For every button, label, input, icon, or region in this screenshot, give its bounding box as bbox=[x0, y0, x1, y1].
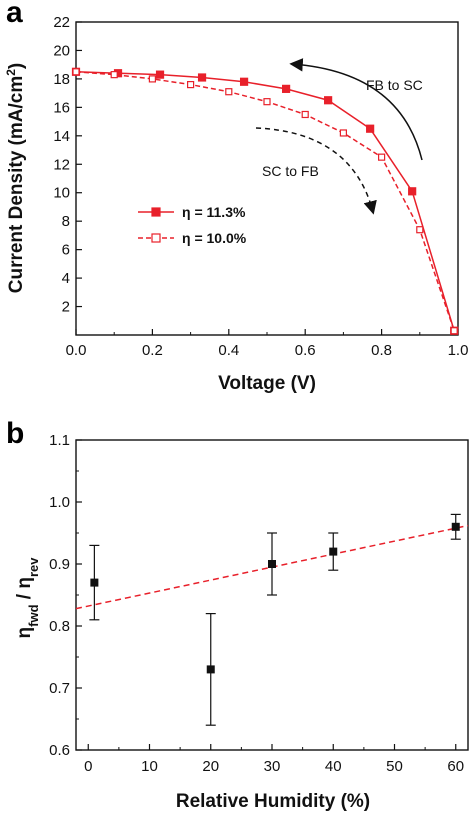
x-tick-label: 50 bbox=[386, 758, 403, 775]
x-tick-label: 40 bbox=[325, 758, 342, 775]
series-1-point bbox=[324, 96, 333, 105]
series-2-point bbox=[301, 110, 309, 119]
series-2-point bbox=[187, 80, 195, 89]
series-line-1 bbox=[75, 71, 455, 331]
y-tick-label: 0.6 bbox=[49, 742, 70, 759]
legend-marker-1 bbox=[151, 207, 161, 217]
legend-label-2: η = 10.0% bbox=[182, 230, 247, 246]
x-tick-label: 0.2 bbox=[142, 342, 163, 359]
y-tick-label: 8 bbox=[62, 213, 70, 230]
x-tick-label: 0 bbox=[84, 758, 92, 775]
panel-a: a 0.0 0.2 0.4 0.6 0.8 1.0 2 4 6 8 10 12 14 16 18 20 22 η… bbox=[4, 0, 468, 394]
series-2-point bbox=[148, 75, 156, 83]
y-tick-label: 20 bbox=[53, 42, 70, 59]
data-point bbox=[268, 560, 276, 568]
panel-b-series bbox=[75, 513, 469, 726]
panel-b-y-axis-title: ηfwd / ηrev bbox=[14, 557, 41, 639]
x-tick-label: 0.8 bbox=[371, 342, 392, 359]
x-tick-label: 10 bbox=[141, 758, 158, 775]
annotation-fb-to-sc: FB to SC bbox=[366, 77, 423, 93]
legend-label-1: η = 11.3% bbox=[182, 204, 246, 220]
y-tick-label: 6 bbox=[62, 242, 70, 259]
y-tick-label: 0.8 bbox=[49, 618, 70, 635]
arrow-fb-to-sc bbox=[289, 58, 423, 161]
series-2-point bbox=[416, 226, 424, 234]
series-1-point bbox=[366, 124, 375, 133]
series-2-point bbox=[339, 129, 347, 137]
series-1-point bbox=[282, 84, 291, 93]
series-2-point bbox=[450, 327, 458, 335]
series-2-point bbox=[263, 98, 271, 106]
panel-a-y-axis-title: Current Density (mA/cm2) bbox=[4, 63, 27, 294]
panel-b-letter: b bbox=[6, 417, 24, 450]
series-2-point bbox=[378, 153, 386, 161]
data-point bbox=[451, 522, 460, 531]
arrow-sc-to-fb bbox=[255, 127, 377, 215]
panel-b: b 0 10 20 30 40 50 60 0.6 0.7 0.8 0.9 1.0 1.1 Relati… bbox=[6, 417, 469, 812]
panel-a-axes: 0.0 0.2 0.4 0.6 0.8 1.0 2 4 6 8 10 12 14 16 18 20 22 bbox=[53, 14, 468, 359]
y-tick-label: 10 bbox=[53, 185, 70, 202]
panel-a-annotations: FB to SC SC to FB bbox=[255, 58, 423, 215]
panel-a-legend: η = 11.3% η = 10.0% bbox=[138, 204, 247, 246]
y-tick-label: 1.1 bbox=[49, 432, 70, 449]
series-1-point bbox=[408, 187, 417, 196]
x-tick-label: 1.0 bbox=[448, 342, 469, 359]
y-tick-label: 4 bbox=[62, 270, 70, 287]
series-2-point bbox=[110, 71, 118, 79]
y-tick-label: 22 bbox=[53, 14, 70, 31]
data-point bbox=[90, 578, 99, 587]
x-tick-label: 0.4 bbox=[218, 342, 239, 359]
series-2-point bbox=[72, 68, 80, 76]
x-tick-label: 20 bbox=[202, 758, 219, 775]
legend-marker-2 bbox=[151, 233, 161, 243]
x-tick-label: 60 bbox=[447, 758, 464, 775]
series-1-point bbox=[239, 77, 249, 86]
y-tick-label: 0.7 bbox=[49, 680, 70, 697]
annotation-sc-to-fb: SC to FB bbox=[262, 163, 319, 179]
y-tick-label: 12 bbox=[53, 156, 70, 173]
x-tick-label: 30 bbox=[264, 758, 281, 775]
y-tick-label: 14 bbox=[53, 128, 70, 145]
data-point bbox=[206, 665, 215, 674]
series-2-point bbox=[225, 88, 233, 96]
y-tick-label: 16 bbox=[53, 99, 70, 116]
x-tick-label: 0.0 bbox=[66, 342, 87, 359]
y-tick-label: 1.0 bbox=[49, 494, 70, 511]
data-point bbox=[329, 547, 338, 556]
x-tick-label: 0.6 bbox=[295, 342, 316, 359]
y-tick-label: 0.9 bbox=[49, 556, 70, 573]
panel-a-letter: a bbox=[6, 0, 23, 29]
series-1-point bbox=[197, 73, 207, 82]
panel-a-series bbox=[71, 67, 459, 335]
y-tick-label: 18 bbox=[53, 71, 70, 88]
series-1-point bbox=[155, 70, 165, 79]
panel-b-x-axis-title: Relative Humidity (%) bbox=[176, 791, 370, 812]
y-tick-label: 2 bbox=[62, 299, 70, 316]
panel-b-axes: 0 10 20 30 40 50 60 0.6 0.7 0.8 0.9 1.0 1.1 bbox=[49, 432, 464, 775]
panel-a-x-axis-title: Voltage (V) bbox=[218, 373, 316, 394]
